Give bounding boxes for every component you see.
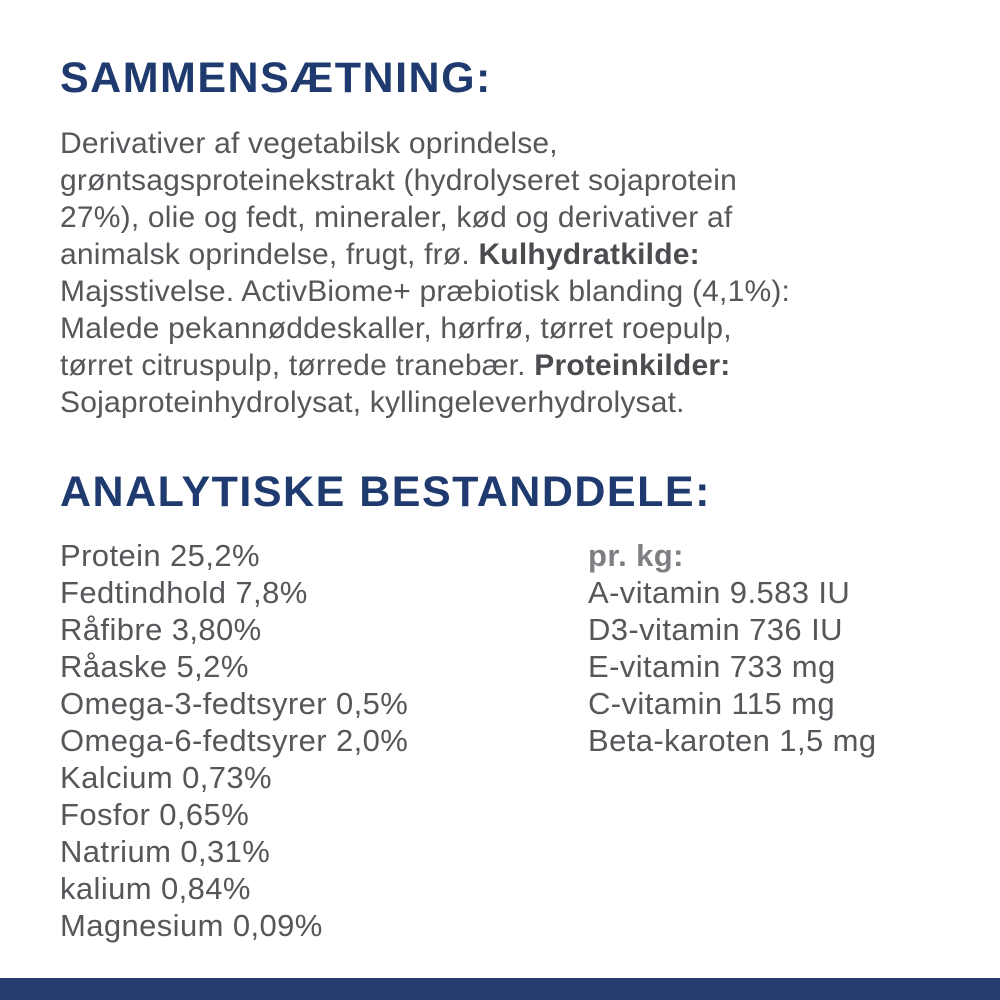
list-item: Natrium 0,31% xyxy=(60,834,271,869)
list-item: Råaske 5,2% xyxy=(60,649,249,684)
composition-bold-term: Proteinkilder: xyxy=(534,349,731,382)
list-item: C-vitamin 115 mg xyxy=(588,686,836,721)
composition-text-run: tørret citruspulp, tørrede tranebær. xyxy=(60,349,535,382)
list-item: Råfibre 3,80% xyxy=(60,612,262,647)
analytical-columns: Protein 25,2% Fedtindhold 7,8% Råfibre 3,8… xyxy=(60,537,975,944)
analytical-values-list: Protein 25,2% Fedtindhold 7,8% Råfibre 3,8… xyxy=(60,537,588,944)
composition-text-run: animalsk oprindelse, frugt, frø. xyxy=(60,238,479,271)
list-item: Omega-6-fedtsyrer 2,0% xyxy=(60,723,409,758)
vitamins-column: pr. kg: A-vitamin 9.583 IU D3-vitamin 736… xyxy=(588,537,876,944)
composition-bold-term: Kulhydratkilde: xyxy=(478,238,700,271)
composition-text-run: Derivativer af vegetabilsk oprindelse, xyxy=(60,127,558,160)
composition-text-run: grøntsagsproteinekstrakt (hydrolyseret s… xyxy=(60,164,737,197)
vitamins-list: A-vitamin 9.583 IU D3-vitamin 736 IU E-vit… xyxy=(588,574,876,759)
list-item: D3-vitamin 736 IU xyxy=(588,612,843,647)
composition-heading: SAMMENSÆTNING: xyxy=(60,54,492,102)
composition-text-run: Majsstivelse. ActivBiome+ præbiotisk bla… xyxy=(60,275,791,308)
per-kg-header: pr. kg: xyxy=(588,538,684,573)
list-item: Fosfor 0,65% xyxy=(60,797,250,832)
list-item: Kalcium 0,73% xyxy=(60,760,272,795)
list-item: Omega-3-fedtsyrer 0,5% xyxy=(60,686,409,721)
list-item: Protein 25,2% xyxy=(60,538,260,573)
list-item: E-vitamin 733 mg xyxy=(588,649,836,684)
list-item: Beta-karoten 1,5 mg xyxy=(588,723,877,758)
composition-text-run: 27%), olie og fedt, mineraler, kød og de… xyxy=(60,201,733,234)
footer-bar xyxy=(0,978,1000,1000)
composition-text-run: Malede pekannøddeskaller, hørfrø, tørret… xyxy=(60,312,732,345)
list-item: kalium 0,84% xyxy=(60,871,251,906)
composition-text-run: Sojaproteinhydrolysat, kyllingeleverhydr… xyxy=(60,386,685,419)
list-item: A-vitamin 9.583 IU xyxy=(588,575,851,610)
analytical-heading: ANALYTISKE BESTANDDELE: xyxy=(60,468,711,516)
list-item: Magnesium 0,09% xyxy=(60,908,323,943)
list-item: Fedtindhold 7,8% xyxy=(60,575,308,610)
composition-text: Derivativer af vegetabilsk oprindelse, gr… xyxy=(60,125,975,421)
